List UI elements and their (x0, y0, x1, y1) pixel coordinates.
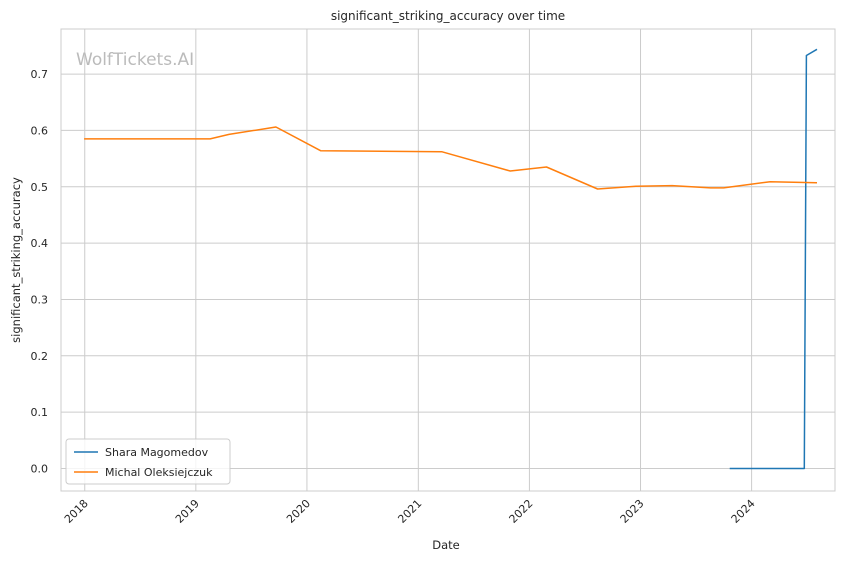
x-tick-label: 2023 (618, 497, 647, 526)
chart-title: significant_striking_accuracy over time (331, 9, 565, 23)
x-tick-label: 2022 (507, 497, 536, 526)
series-line-shara-magomedov (729, 48, 818, 470)
y-tick-label: 0.2 (31, 350, 49, 363)
x-tick-label: 2020 (284, 497, 313, 526)
x-tick-label: 2018 (62, 497, 91, 526)
y-tick-label: 0.1 (31, 406, 49, 419)
x-tick-label: 2019 (173, 497, 202, 526)
plot-frame (60, 28, 836, 492)
y-tick-label: 0.0 (31, 462, 49, 475)
legend-label-michal-oleksiejczuk: Michal Oleksiejczuk (105, 466, 213, 479)
y-tick-label: 0.6 (31, 124, 49, 137)
grid (61, 29, 835, 491)
y-axis-label: significant_striking_accuracy (9, 177, 23, 343)
legend: Shara Magomedov Michal Oleksiejczuk (65, 438, 231, 485)
watermark: WolfTickets.AI (76, 50, 194, 70)
series-line-michal-oleksiejczuk (84, 126, 818, 190)
x-ticks: 2018 2019 2020 2021 2022 2023 2024 (62, 497, 758, 526)
x-axis-label: Date (432, 538, 460, 552)
y-tick-label: 0.3 (31, 293, 49, 306)
y-tick-label: 0.5 (31, 181, 49, 194)
x-tick-label: 2021 (395, 497, 424, 526)
y-tick-label: 0.7 (31, 68, 49, 81)
y-tick-label: 0.4 (31, 237, 49, 250)
series-lines (84, 48, 818, 470)
legend-box (65, 438, 231, 485)
x-tick-label: 2024 (729, 497, 758, 526)
legend-label-shara-magomedov: Shara Magomedov (105, 446, 209, 459)
y-ticks: 0.0 0.1 0.2 0.3 0.4 0.5 0.6 0.7 (31, 68, 49, 475)
